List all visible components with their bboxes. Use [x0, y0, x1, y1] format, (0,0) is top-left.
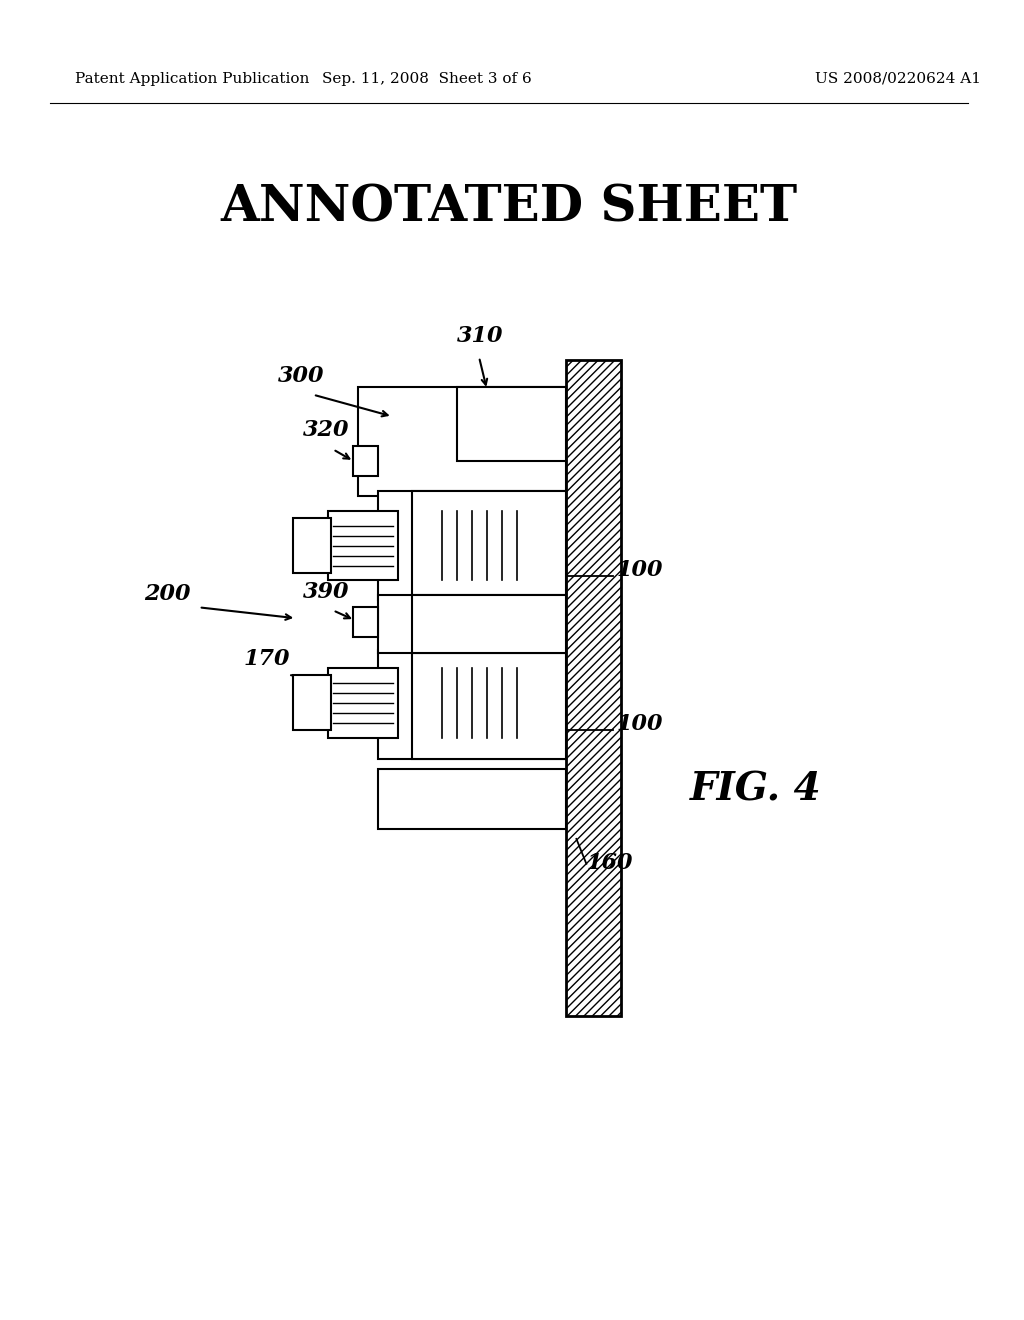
Bar — [328, 511, 397, 581]
Text: 100: 100 — [616, 558, 663, 581]
Bar — [293, 675, 331, 730]
Text: 160: 160 — [587, 851, 633, 874]
Text: 320: 320 — [303, 420, 349, 441]
Bar — [328, 668, 397, 738]
Text: 170: 170 — [244, 648, 290, 671]
Text: 310: 310 — [457, 325, 504, 347]
Bar — [353, 446, 378, 477]
Text: FIG. 4: FIG. 4 — [689, 770, 821, 808]
Text: 200: 200 — [144, 583, 190, 606]
Bar — [378, 595, 566, 653]
Bar — [457, 387, 566, 461]
Bar — [293, 517, 331, 573]
Bar — [378, 649, 566, 759]
Bar — [413, 491, 566, 601]
Text: ANNOTATED SHEET: ANNOTATED SHEET — [220, 183, 798, 232]
Bar — [413, 595, 566, 653]
Bar — [357, 387, 566, 496]
Text: 300: 300 — [279, 364, 325, 387]
Bar — [353, 607, 378, 638]
Text: 100: 100 — [616, 713, 663, 734]
Text: 390: 390 — [303, 581, 349, 603]
Text: US 2008/0220624 A1: US 2008/0220624 A1 — [815, 71, 981, 86]
Bar — [413, 649, 566, 759]
Bar — [566, 360, 622, 1016]
Text: Sep. 11, 2008  Sheet 3 of 6: Sep. 11, 2008 Sheet 3 of 6 — [323, 71, 532, 86]
Bar — [378, 770, 566, 829]
Bar — [378, 491, 566, 601]
Text: Patent Application Publication: Patent Application Publication — [75, 71, 309, 86]
